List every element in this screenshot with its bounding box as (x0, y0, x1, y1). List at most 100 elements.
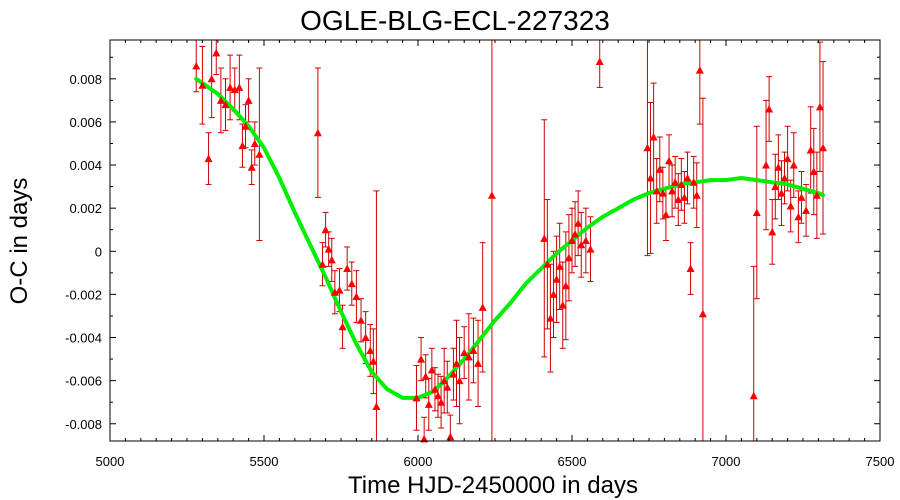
data-point (655, 165, 664, 173)
data-point (794, 212, 803, 221)
data-point (652, 186, 661, 195)
data-point (335, 286, 344, 294)
data-point (546, 314, 555, 322)
data-point (430, 385, 439, 393)
fit-curve (194, 76, 825, 400)
data-point (207, 74, 216, 83)
data-point (412, 393, 421, 402)
data-point (421, 372, 430, 380)
y-tick-label: 0.002 (69, 201, 102, 216)
data-point (474, 359, 483, 367)
data-point (586, 245, 595, 253)
data-point (313, 128, 322, 137)
data-point (768, 227, 777, 236)
data-point (564, 253, 573, 262)
data-point (777, 189, 786, 197)
data-point (452, 359, 461, 367)
x-tick-label: 6500 (558, 454, 587, 469)
data-point (204, 154, 213, 163)
data-point (424, 400, 433, 408)
data-point (420, 434, 429, 443)
y-tick-label: 0.008 (69, 72, 102, 87)
x-tick-label: 7000 (712, 454, 741, 469)
x-tick-label: 7500 (866, 454, 895, 469)
data-point (372, 402, 381, 411)
data-point (321, 225, 330, 234)
data-point (338, 322, 347, 331)
data-point (665, 156, 674, 165)
data-point (577, 240, 586, 249)
data-point (649, 133, 658, 141)
data-point (543, 260, 552, 268)
data-point (318, 260, 327, 268)
data-point (789, 161, 798, 169)
data-point (343, 264, 352, 273)
y-tick-label: -0.006 (65, 374, 102, 389)
data-point (487, 191, 496, 199)
data-point (540, 234, 549, 242)
data-point (221, 100, 230, 109)
data-point (417, 355, 426, 363)
data-point (683, 173, 692, 182)
data-point (643, 143, 652, 152)
y-axis-label: O-C in days (6, 178, 33, 305)
data-point (324, 245, 333, 253)
data-point (427, 365, 436, 374)
data-point (574, 219, 583, 227)
data-point (658, 189, 667, 197)
data-point (771, 182, 780, 191)
data-point (765, 104, 774, 113)
y-tick-label: 0 (95, 244, 102, 259)
data-point (692, 191, 701, 199)
data-point (555, 262, 564, 270)
data-point (752, 208, 761, 216)
data-point (674, 195, 683, 204)
data-point (680, 193, 689, 201)
data-point (668, 186, 677, 195)
data-point (552, 275, 561, 283)
data-point (241, 122, 250, 130)
data-point (780, 173, 789, 182)
data-point (198, 81, 207, 89)
data-point (366, 346, 375, 354)
data-point (212, 48, 221, 57)
data-point (446, 432, 455, 441)
data-point (449, 370, 458, 378)
data-point (434, 391, 443, 400)
data-point (361, 333, 370, 342)
data-point (797, 193, 806, 201)
data-point (250, 139, 259, 147)
y-tick-label: -0.002 (65, 287, 102, 302)
data-point (561, 281, 570, 290)
data-point (464, 352, 473, 361)
data-point (646, 173, 655, 182)
data-point (695, 66, 704, 74)
data-point (571, 230, 580, 238)
data-point (595, 57, 604, 66)
x-tick-label: 5500 (250, 454, 279, 469)
data-point (698, 309, 707, 318)
data-point (677, 180, 686, 188)
data-point (568, 236, 576, 244)
data-point (689, 178, 698, 186)
data-point (330, 288, 339, 296)
data-point (369, 357, 378, 365)
data-point (327, 255, 336, 264)
data-point (478, 303, 487, 311)
data-point (455, 376, 464, 385)
data-point (226, 83, 235, 91)
data-point (762, 161, 771, 169)
data-point (238, 141, 247, 150)
data-point (558, 301, 567, 309)
data-point (230, 85, 239, 94)
data-point (783, 154, 792, 163)
y-tick-label: -0.004 (65, 331, 102, 346)
data-point (819, 143, 828, 152)
data-point (686, 264, 695, 273)
y-tick-label: 0.004 (69, 158, 102, 173)
data-point (749, 391, 758, 400)
data-point (437, 398, 446, 406)
data-point (192, 61, 201, 70)
x-axis-label: Time HJD-2450000 in days (348, 472, 638, 499)
